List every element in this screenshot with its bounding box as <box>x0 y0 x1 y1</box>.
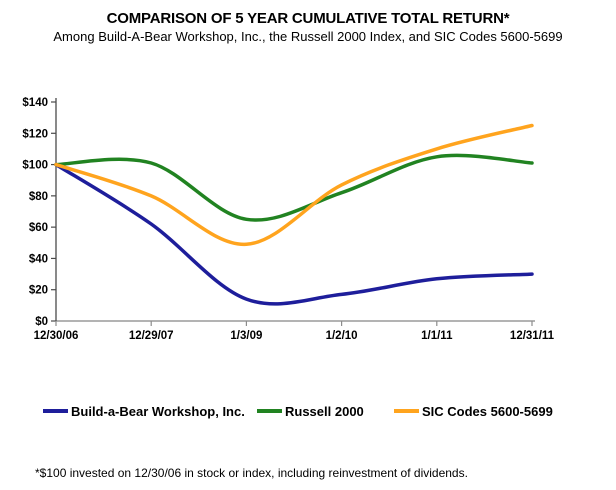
series-line-1 <box>54 153 534 222</box>
legend-swatch-build-a-bear <box>43 409 68 413</box>
x-tick-label: 12/31/11 <box>510 330 555 342</box>
legend-label-sic-codes: SIC Codes 5600-5699 <box>422 403 553 419</box>
legend-label-build-a-bear: Build-a-Bear Workshop, Inc. <box>71 403 245 419</box>
y-tick-label: $0 <box>35 316 48 328</box>
legend-item-sic-codes: SIC Codes 5600-5699 <box>394 403 553 419</box>
legend-label-russell-2000: Russell 2000 <box>285 403 364 419</box>
y-tick-label: $120 <box>22 128 48 140</box>
legend-item-russell-2000: Russell 2000 <box>257 403 364 419</box>
legend-swatch-russell-2000 <box>257 409 282 413</box>
legend-item-build-a-bear: Build-a-Bear Workshop, Inc. <box>43 403 245 419</box>
chart-title: COMPARISON OF 5 YEAR CUMULATIVE TOTAL RE… <box>106 10 510 27</box>
x-tick-label: 12/29/07 <box>129 330 174 342</box>
y-tick-label: $80 <box>29 191 48 203</box>
x-tick-label: 1/2/10 <box>326 330 358 342</box>
y-tick-label: $40 <box>29 253 48 265</box>
series-line-2 <box>54 123 534 247</box>
y-tick-label: $140 <box>22 97 48 109</box>
y-tick-label: $60 <box>29 222 48 234</box>
x-tick-label: 12/30/06 <box>34 330 79 342</box>
plot: $0 $20 $40 $60 $80 $100 $120 $140 12/30/06 12/29/… <box>22 97 555 342</box>
legend-swatch-sic-codes <box>394 409 419 413</box>
x-tick-label: 1/1/11 <box>421 330 453 342</box>
chart-footnote: *$100 invested on 12/30/06 in stock or i… <box>35 466 468 480</box>
y-tick-label: $20 <box>29 285 48 297</box>
chart-subtitle: Among Build-A-Bear Workshop, Inc., the R… <box>53 29 563 44</box>
y-tick-label: $100 <box>22 160 48 172</box>
series-line-0 <box>54 162 534 306</box>
x-tick-label: 1/3/09 <box>230 330 262 342</box>
